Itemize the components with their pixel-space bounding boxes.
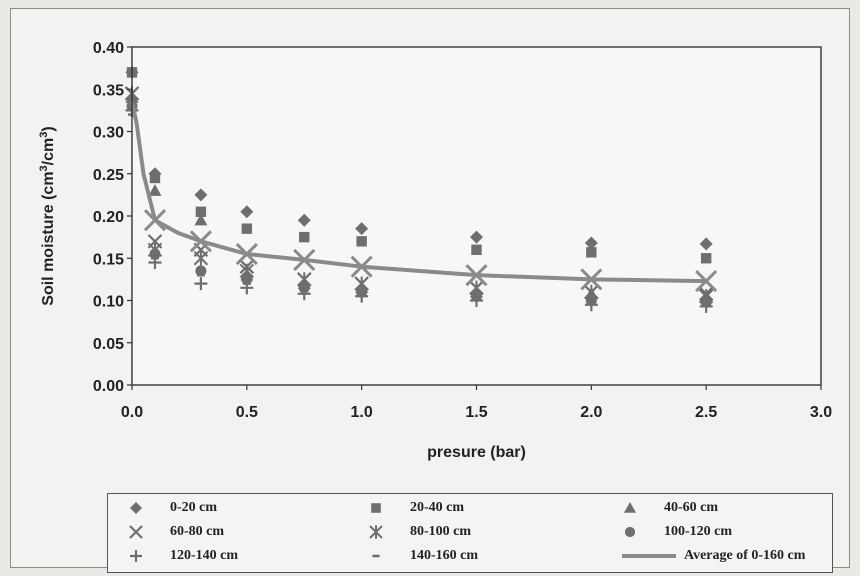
data-point xyxy=(195,206,207,217)
data-point xyxy=(194,213,208,226)
y-tick-label: 0.20 xyxy=(93,209,124,226)
legend-marker xyxy=(369,525,383,539)
data-point xyxy=(241,223,253,234)
plot-background xyxy=(132,47,821,385)
data-point xyxy=(299,231,310,243)
average-point xyxy=(143,209,167,232)
legend-marker xyxy=(624,502,636,513)
y-axis-title-sup: 3 xyxy=(38,132,50,138)
x-tick-label: 3.0 xyxy=(810,404,832,421)
legend-label: 20-40 cm xyxy=(410,500,465,515)
average-point xyxy=(235,242,258,266)
legend-label: 80-100 cm xyxy=(410,524,472,539)
legend-marker xyxy=(371,503,381,513)
data-point xyxy=(586,247,597,258)
y-tick-label: 0.40 xyxy=(93,40,124,57)
legend-swatch xyxy=(624,502,636,513)
average-point xyxy=(580,268,603,291)
data-point xyxy=(195,265,207,277)
average-point xyxy=(350,255,373,278)
y-axis-title: Soil moisture (cm3/cm3) xyxy=(38,126,57,305)
average-layer xyxy=(130,101,718,293)
data-point xyxy=(148,184,162,196)
x-tick-label: 0.5 xyxy=(236,404,258,421)
y-axis-title-part: ) xyxy=(40,126,57,131)
data-point xyxy=(584,236,598,250)
y-tick-label: 0.25 xyxy=(93,167,124,184)
data-point xyxy=(193,251,209,266)
legend-label: Average of 0-160 cm xyxy=(684,548,806,563)
legend-item: 120-140 cm xyxy=(126,546,238,566)
data-point xyxy=(297,213,311,227)
average-line xyxy=(130,101,707,284)
y-axis-title-sup: 3 xyxy=(38,165,50,171)
legend-item: 60-80 cm xyxy=(126,522,224,542)
legend-swatch xyxy=(372,554,380,558)
legend-swatch xyxy=(369,525,383,539)
data-point xyxy=(699,237,713,251)
legend-swatch xyxy=(130,502,142,514)
legend-swatch xyxy=(130,550,142,562)
y-tick-label: 0.05 xyxy=(93,336,124,353)
data-point xyxy=(356,236,367,247)
legend-swatch xyxy=(371,503,381,513)
legend-label: 120-140 cm xyxy=(170,548,239,563)
chart-frame: 0.00 0.05 0.10 0.15 0.20 0.25 0.30 0.35 0.40 0.0 0… xyxy=(10,8,850,573)
legend-item: 20-40 cm xyxy=(366,498,464,518)
series-100-120-cm xyxy=(126,100,712,308)
data-point xyxy=(355,222,369,236)
legend-marker xyxy=(129,525,143,539)
chart-svg: 0.00 0.05 0.10 0.15 0.20 0.25 0.30 0.35 0.40 0.0 0… xyxy=(38,40,832,461)
legend-item: 140-160 cm xyxy=(366,546,478,566)
data-point xyxy=(194,188,208,202)
legend-label: 100-120 cm xyxy=(664,524,733,539)
y-axis-title-part: Soil moisture (cm xyxy=(40,171,57,305)
data-point xyxy=(194,277,208,291)
x-tick-label: 2.5 xyxy=(695,404,717,421)
series-layer xyxy=(124,65,714,313)
legend-label: 40-60 cm xyxy=(664,500,719,515)
data-point xyxy=(149,172,161,184)
data-point xyxy=(700,253,712,264)
legend-label: 0-20 cm xyxy=(170,500,218,515)
legend-item: 100-120 cm xyxy=(620,522,732,542)
average-point xyxy=(293,248,316,272)
legend-item: 40-60 cm xyxy=(620,498,718,518)
x-tick-label: 1.0 xyxy=(351,404,373,421)
y-axis-title-part: /cm xyxy=(40,138,57,166)
y-tick-label: 0.30 xyxy=(93,125,124,142)
legend-marker xyxy=(130,502,142,514)
data-point xyxy=(241,273,253,285)
x-tick-label: 1.5 xyxy=(465,404,487,421)
x-tick-label: 2.0 xyxy=(580,404,602,421)
data-point xyxy=(240,205,254,219)
x-tick-label: 0.0 xyxy=(121,404,143,421)
legend: 0-20 cm 20-40 cm 40-60 cm 60-80 cm 80-100 cm… xyxy=(107,493,833,573)
data-point xyxy=(471,244,482,255)
y-tick-label: 0.00 xyxy=(93,378,124,395)
average-point xyxy=(695,270,718,293)
legend-label: 140-160 cm xyxy=(410,548,479,563)
y-tick-label: 0.10 xyxy=(93,294,124,311)
plot-area xyxy=(132,47,821,385)
legend-swatch xyxy=(622,554,676,558)
y-tick-label: 0.35 xyxy=(93,82,124,99)
legend-item: Average of 0-160 cm xyxy=(620,546,805,566)
legend-marker xyxy=(624,526,636,538)
plot-border xyxy=(131,46,822,386)
legend-item: 0-20 cm xyxy=(126,498,217,518)
data-point xyxy=(149,248,161,260)
axis-layer: 0.00 0.05 0.10 0.15 0.20 0.25 0.30 0.35 0.40 0.0 0… xyxy=(93,40,832,421)
data-point xyxy=(297,287,311,301)
legend-swatch xyxy=(129,525,143,539)
data-point xyxy=(470,230,483,244)
average-point xyxy=(189,230,212,253)
legend-item: 80-100 cm xyxy=(366,522,471,542)
average-point xyxy=(465,264,488,287)
x-axis-title: presure (bar) xyxy=(427,444,526,461)
legend-label: 60-80 cm xyxy=(170,524,225,539)
legend-swatch xyxy=(624,526,636,538)
legend-marker xyxy=(130,550,142,562)
y-tick-label: 0.15 xyxy=(93,251,124,268)
